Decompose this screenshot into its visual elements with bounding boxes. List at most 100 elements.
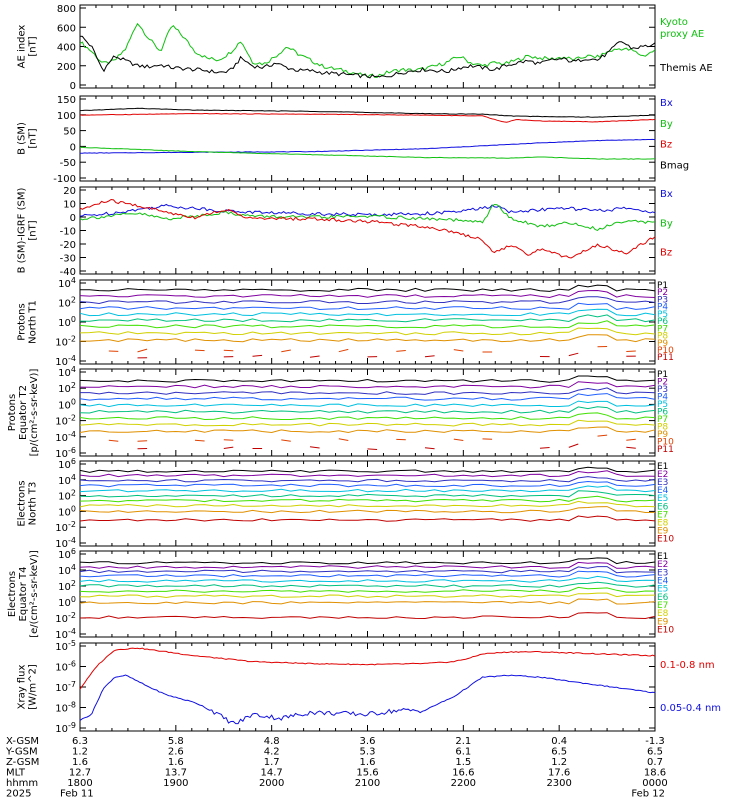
series-segment-p10 bbox=[626, 350, 636, 352]
y-tick-label: 100 bbox=[57, 111, 76, 122]
y-tick-label: 150 bbox=[57, 95, 76, 106]
series-segment-p10 bbox=[281, 349, 291, 353]
legend-e4: E4 bbox=[657, 576, 669, 586]
series-line-bz bbox=[79, 112, 656, 123]
y-axis-label: B (SM)-IGRF (SM) bbox=[17, 188, 28, 274]
series-line-p7 bbox=[79, 320, 656, 329]
series-segment-p10 bbox=[453, 438, 464, 441]
series-line-p7 bbox=[79, 412, 656, 421]
legend-bmag: Bmag bbox=[660, 160, 689, 171]
legend-p2: P2 bbox=[657, 378, 668, 388]
x-axis-value: 12.7 bbox=[69, 768, 91, 779]
panel-frame bbox=[79, 460, 656, 547]
series-line-bz bbox=[79, 198, 656, 259]
legend-p3: P3 bbox=[657, 295, 668, 305]
x-axis-row-label: 2025 bbox=[6, 789, 31, 800]
legend-e8: E8 bbox=[657, 518, 669, 528]
series-line-p8 bbox=[79, 327, 656, 336]
series-line-themis-ae bbox=[79, 35, 656, 79]
legend-themis-ae: Themis AE bbox=[659, 63, 713, 74]
x-axis-value: 1.2 bbox=[551, 757, 567, 768]
x-axis-value: 1.5 bbox=[455, 757, 471, 768]
legend-bz: Bz bbox=[660, 140, 672, 151]
series-line-e10 bbox=[79, 612, 656, 620]
legend-e4: E4 bbox=[657, 486, 669, 496]
x-axis-value: 6.3 bbox=[72, 736, 88, 747]
series-line-p6 bbox=[79, 314, 656, 323]
y-tick-label: 10-5 bbox=[55, 639, 76, 653]
y-axis-label: Equator T2 bbox=[18, 385, 29, 440]
legend-e3: E3 bbox=[657, 478, 668, 488]
panel-bdiff: 20 10 0 -10 -20 -30 -40 B (SM)-IGRF (SM) [nT] Bx B… bbox=[17, 186, 673, 278]
series-line-e8 bbox=[79, 592, 656, 599]
legend-p4: P4 bbox=[657, 303, 668, 313]
y-axis-label: North T1 bbox=[28, 300, 39, 344]
y-tick-label: -50 bbox=[60, 158, 76, 169]
legend-e2: E2 bbox=[657, 560, 668, 570]
series-segment-p11 bbox=[626, 446, 636, 449]
x-axis-value: 2200 bbox=[451, 778, 476, 789]
legend-bx: Bx bbox=[660, 189, 673, 200]
legend-bx: Bx bbox=[660, 98, 673, 109]
series-line-e2 bbox=[79, 561, 656, 569]
series-line-e6 bbox=[79, 490, 656, 498]
legend-e1: E1 bbox=[657, 462, 668, 472]
y-tick-label: 100 bbox=[58, 595, 76, 609]
panel-bsm: 150 100 50 0 -50 -100 B (SM) [nT] Bx By Bz Bmag bbox=[17, 95, 690, 185]
y-tick-label: 104 bbox=[58, 365, 76, 379]
series-segment-p10 bbox=[453, 349, 464, 352]
y-tick-label: 10-2 bbox=[55, 611, 76, 625]
y-tick-label: 10-4 bbox=[55, 536, 76, 550]
y-tick-label: 102 bbox=[58, 381, 76, 395]
series-line-e1 bbox=[79, 466, 656, 473]
series-segment-p11 bbox=[309, 355, 320, 358]
series-line-p9 bbox=[80, 334, 656, 343]
series-segment-p10 bbox=[137, 440, 148, 442]
legend-e1: E1 bbox=[657, 552, 668, 562]
legend-p7: P7 bbox=[657, 324, 668, 334]
legend-e5: E5 bbox=[657, 585, 668, 595]
legend-p6: P6 bbox=[657, 408, 668, 418]
x-axis-value: 6.1 bbox=[455, 747, 471, 758]
y-tick-label: 100 bbox=[58, 504, 76, 518]
legend-xray-long: 0.1-0.8 nm bbox=[660, 660, 715, 671]
series-segment-p10 bbox=[281, 439, 291, 442]
x-axis-value: 2.1 bbox=[455, 736, 471, 747]
x-axis-value: 2000 bbox=[259, 778, 284, 789]
series-line-e7 bbox=[79, 586, 656, 593]
series-line-by bbox=[79, 203, 656, 231]
y-tick-label: 10-2 bbox=[55, 335, 76, 349]
legend-e6: E6 bbox=[657, 593, 669, 603]
y-tick-label: 600 bbox=[57, 23, 76, 34]
x-axis-value: 4.8 bbox=[264, 736, 280, 747]
legend-p10: P10 bbox=[657, 346, 674, 356]
x-axis-value: 6.5 bbox=[551, 747, 567, 758]
series-segment-p11 bbox=[367, 448, 378, 450]
series-segment-p11 bbox=[424, 355, 435, 358]
y-tick-label: 0 bbox=[70, 81, 76, 92]
y-tick-label: 102 bbox=[58, 489, 76, 503]
series-line-0-05-0-4-nm bbox=[79, 674, 656, 725]
x-axis-value: 5.8 bbox=[168, 736, 184, 747]
x-axis-value: 16.6 bbox=[452, 768, 474, 779]
legend-p4: P4 bbox=[657, 393, 668, 403]
series-line-p9 bbox=[79, 426, 656, 434]
y-tick-label: 200 bbox=[57, 62, 76, 73]
legend-e10: E10 bbox=[657, 625, 674, 635]
x-axis-value: 1.6 bbox=[360, 757, 376, 768]
x-axis-value: 0000 bbox=[642, 778, 667, 789]
x-axis-value: 1.7 bbox=[264, 757, 280, 768]
y-tick-label: 106 bbox=[58, 457, 76, 471]
legend-e3: E3 bbox=[657, 568, 668, 578]
series-segment-p11 bbox=[568, 352, 579, 357]
panel-xray: 10-5 10-6 10-7 10-8 10-9 Xray flux [W/m^2] 0.1-… bbox=[17, 639, 722, 735]
series-line-p5 bbox=[79, 308, 656, 317]
series-segment-p10 bbox=[338, 348, 349, 353]
legend-p7: P7 bbox=[657, 415, 668, 425]
series-segment-p10 bbox=[597, 434, 608, 437]
panel-frame bbox=[79, 186, 656, 275]
y-tick-label: 10-6 bbox=[55, 660, 76, 674]
y-tick-label: 10-6 bbox=[55, 446, 76, 460]
series-segment-p11 bbox=[424, 447, 435, 450]
series-line-p6 bbox=[79, 406, 656, 414]
